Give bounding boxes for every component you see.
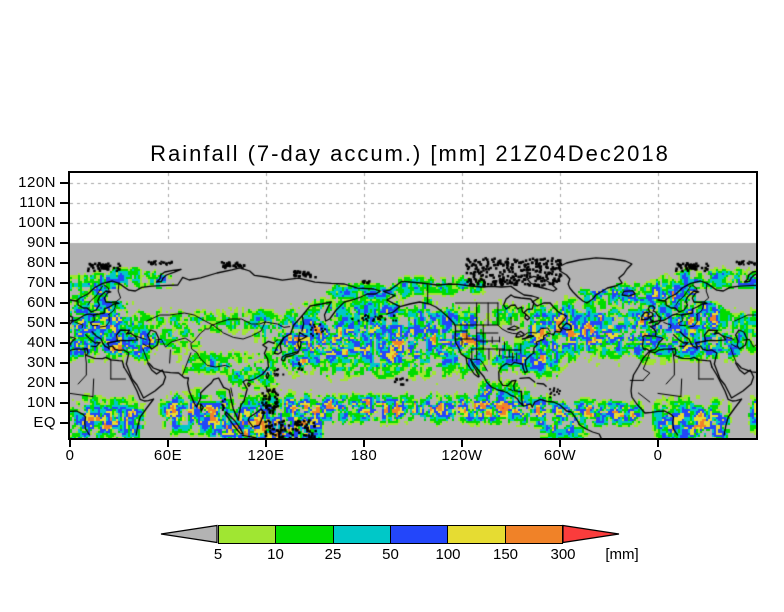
y-axis-tick-label: 30N xyxy=(26,354,56,371)
legend-tick-label: 150 xyxy=(492,546,519,563)
legend-tick-label: 25 xyxy=(324,546,342,563)
y-axis-tick-label: 10N xyxy=(26,394,56,411)
y-axis-tick xyxy=(60,402,69,404)
y-axis-tick xyxy=(60,222,69,224)
legend-colorbar xyxy=(218,525,563,544)
x-axis-tick-label: 60W xyxy=(543,447,577,464)
legend-tick-label: 300 xyxy=(550,546,576,563)
legend-color-segment xyxy=(219,526,276,543)
y-axis-tick-label: 120N xyxy=(18,174,56,191)
legend-underflow-arrow-icon xyxy=(160,524,218,544)
y-axis-tick-label: 60N xyxy=(26,294,56,311)
y-axis-tick xyxy=(60,302,69,304)
legend-tick-label: 100 xyxy=(435,546,461,563)
y-axis-tick xyxy=(60,422,69,424)
legend-unit-label: [mm] xyxy=(605,546,639,563)
legend-tick-label: 5 xyxy=(213,546,223,563)
y-axis-tick xyxy=(60,382,69,384)
rainfall-map-canvas xyxy=(70,173,756,438)
x-axis-tick-label: 180 xyxy=(350,447,378,464)
legend-overflow-arrow-icon xyxy=(562,524,620,544)
x-axis-tick xyxy=(363,440,365,447)
y-axis-tick xyxy=(60,282,69,284)
legend-tick-label: 10 xyxy=(267,546,284,563)
y-axis-tick-label: 110N xyxy=(19,194,56,211)
y-axis-tick-label: 100N xyxy=(18,214,56,231)
legend-color-segment xyxy=(504,526,562,543)
x-axis-tick-label: 0 xyxy=(653,447,663,464)
x-axis-tick-label: 60E xyxy=(153,447,183,464)
x-axis-tick xyxy=(461,440,463,447)
chart-title: Rainfall (7-day accum.) [mm] 21Z04Dec201… xyxy=(150,141,670,166)
y-axis-tick xyxy=(60,182,69,184)
legend-color-segment xyxy=(275,526,333,543)
y-axis-tick-label: 70N xyxy=(26,274,56,291)
y-axis-tick-label: 80N xyxy=(26,254,56,271)
x-axis-tick-label: 120E xyxy=(247,447,285,464)
y-axis-tick xyxy=(60,362,69,364)
x-axis-tick xyxy=(657,440,659,447)
y-axis-tick xyxy=(60,242,69,244)
legend-color-segment xyxy=(447,526,505,543)
y-axis-tick xyxy=(60,202,69,204)
x-axis-tick xyxy=(559,440,561,447)
y-axis-tick xyxy=(60,322,69,324)
y-axis-tick-label: 20N xyxy=(26,374,56,391)
x-axis-tick xyxy=(69,440,71,447)
x-axis-tick xyxy=(265,440,267,447)
map-plot-frame xyxy=(68,171,758,440)
legend-tick-label: 50 xyxy=(382,546,399,563)
y-axis-tick xyxy=(60,262,69,264)
x-axis-tick-label: 120W xyxy=(441,447,483,464)
x-axis-tick-label: 0 xyxy=(65,447,75,464)
legend-color-segment xyxy=(332,526,390,543)
legend-color-segment xyxy=(389,526,448,543)
y-axis-tick-label: EQ xyxy=(33,414,56,431)
y-axis-tick-label: 40N xyxy=(26,334,56,351)
y-axis-tick-label: 90N xyxy=(26,234,56,251)
x-axis-tick xyxy=(167,440,169,447)
y-axis-tick-label: 50N xyxy=(26,314,56,331)
y-axis-tick xyxy=(60,342,69,344)
